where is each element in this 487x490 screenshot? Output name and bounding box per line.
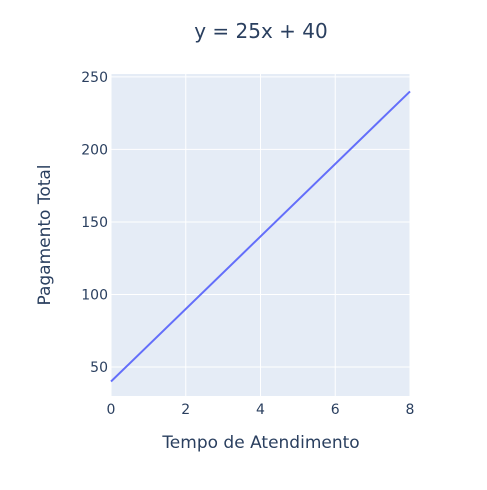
y-tick-labels: 50 100 150 200 250 <box>81 70 108 376</box>
x-tick-label: 4 <box>256 402 265 418</box>
chart-title: y = 25x + 40 <box>194 19 328 43</box>
y-tick-label: 50 <box>90 360 108 376</box>
y-axis-label: Pagamento Total <box>35 164 55 305</box>
x-tick-label: 2 <box>181 402 190 418</box>
series-group <box>110 90 411 383</box>
series-line <box>110 90 411 383</box>
y-tick-label: 150 <box>81 215 108 231</box>
y-tick-label: 250 <box>81 70 108 86</box>
grid-lines <box>110 74 411 396</box>
y-tick-label: 100 <box>81 287 108 303</box>
x-tick-label: 8 <box>406 402 415 418</box>
x-tick-label: 0 <box>107 402 116 418</box>
x-axis-label: Tempo de Atendimento <box>161 433 359 453</box>
y-tick-label: 200 <box>81 142 108 158</box>
x-tick-labels: 0 2 4 6 8 <box>107 402 415 418</box>
x-tick-label: 6 <box>331 402 340 418</box>
